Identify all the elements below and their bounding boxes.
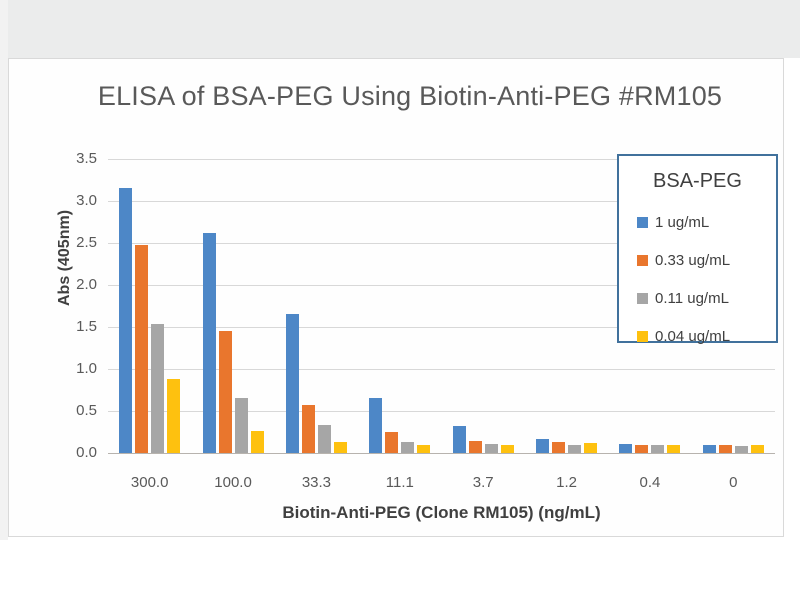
bar-0.04-ug-mL [584, 443, 598, 453]
bar-0.33-ug-mL [135, 245, 149, 453]
gridline [108, 158, 775, 160]
bar-0.11-ug-mL [734, 446, 748, 453]
legend-label: 0.04 ug/mL [655, 327, 731, 345]
legend-label: 0.11 ug/mL [655, 289, 729, 307]
plot-area [108, 158, 775, 454]
x-tick-label: 300.0 [130, 474, 169, 491]
legend-item: 0.11 ug/mL [637, 279, 776, 317]
gridline [108, 242, 775, 244]
bar-1-ug-mL [202, 233, 216, 453]
bar-1-ug-mL [285, 314, 299, 453]
bar-0.33-ug-mL [218, 331, 232, 453]
legend-item: 0.04 ug/mL [637, 317, 776, 355]
bar-0.33-ug-mL [552, 442, 566, 453]
y-tick-label: 2.0 [76, 276, 97, 293]
legend-swatch-icon [637, 330, 648, 342]
gridline [108, 284, 775, 286]
bar-1-ug-mL [369, 398, 383, 453]
bar-0.11-ug-mL [568, 445, 582, 453]
legend-label: 0.33 ug/mL [655, 251, 731, 269]
page-top-band [0, 0, 800, 58]
x-tick-label: 0 [729, 474, 738, 491]
legend-label: 1 ug/mL [655, 213, 710, 231]
legend-swatch-icon [637, 254, 648, 266]
x-axis-title: Biotin-Anti-PEG (Clone RM105) (ng/mL) [282, 503, 601, 522]
bar-0.33-ug-mL [301, 405, 315, 453]
legend: BSA-PEG 1 ug/mL 0.33 ug/mL 0.11 ug/mL 0.04 … [617, 154, 778, 345]
gridline [108, 368, 775, 370]
y-tick-label: 3.0 [76, 192, 97, 209]
page-left-band [0, 0, 8, 540]
bar-0.11-ug-mL [151, 324, 165, 453]
legend-items: 1 ug/mL 0.33 ug/mL 0.11 ug/mL 0.04 ug/mL [637, 203, 776, 355]
x-tick-label: 100.0 [214, 474, 252, 491]
x-tick-label: 0.4 [639, 474, 661, 491]
gridline [108, 326, 775, 328]
y-tick-label: 1.5 [76, 318, 97, 335]
gridline [108, 410, 775, 412]
bar-1-ug-mL [536, 439, 550, 453]
bar-1-ug-mL [119, 188, 133, 453]
y-tick-label: 1.0 [76, 360, 97, 377]
x-tick-label: 11.1 [385, 474, 414, 491]
y-tick-label: 3.5 [76, 150, 97, 167]
x-axis-line [108, 452, 775, 454]
bar-0.11-ug-mL [317, 425, 331, 453]
y-tick-label: 0.0 [76, 444, 97, 461]
bar-0.11-ug-mL [651, 445, 665, 453]
bar-0.04-ug-mL [167, 379, 181, 453]
legend-swatch-icon [637, 292, 648, 304]
legend-item: 1 ug/mL [637, 203, 776, 241]
bar-0.04-ug-mL [250, 431, 264, 453]
bar-0.04-ug-mL [750, 445, 764, 453]
bar-0.33-ug-mL [385, 432, 399, 453]
bar-group-1.2 [536, 439, 598, 453]
x-tick-label: 33.3 [301, 474, 332, 491]
legend-swatch-icon [637, 216, 648, 228]
gridline [108, 200, 775, 202]
legend-title: BSA-PEG [653, 170, 742, 192]
bar-0.33-ug-mL [635, 445, 649, 453]
y-tick-label: 0.5 [76, 402, 97, 419]
bar-group-300.0 [119, 188, 181, 453]
bar-1-ug-mL [452, 426, 466, 453]
bar-1-ug-mL [702, 445, 716, 453]
bar-0.33-ug-mL [718, 445, 732, 453]
bar-0.33-ug-mL [468, 441, 482, 453]
bar-group-100.0 [202, 233, 264, 453]
elisa-bar-chart: ELISA of BSA-PEG Using Biotin-Anti-PEG #… [8, 58, 784, 537]
bar-group-3.7 [452, 426, 514, 453]
chart-title: ELISA of BSA-PEG Using Biotin-Anti-PEG #… [97, 81, 723, 111]
bar-group-11.1 [369, 398, 431, 453]
bar-0.04-ug-mL [500, 445, 514, 453]
bar-group-0 [702, 445, 764, 453]
x-tick-label: 3.7 [472, 474, 494, 491]
x-tick-label: 1.2 [556, 474, 577, 491]
bar-0.11-ug-mL [401, 442, 415, 453]
legend-item: 0.33 ug/mL [637, 241, 776, 279]
y-tick-label: 2.5 [76, 234, 97, 251]
bar-group-33.3 [285, 314, 347, 453]
bar-0.04-ug-mL [417, 445, 431, 453]
bar-0.11-ug-mL [234, 398, 248, 453]
bar-0.11-ug-mL [484, 444, 498, 453]
bar-group-0.4 [619, 444, 681, 453]
bar-1-ug-mL [619, 444, 633, 453]
bar-0.04-ug-mL [667, 445, 681, 453]
bar-0.04-ug-mL [333, 442, 347, 453]
